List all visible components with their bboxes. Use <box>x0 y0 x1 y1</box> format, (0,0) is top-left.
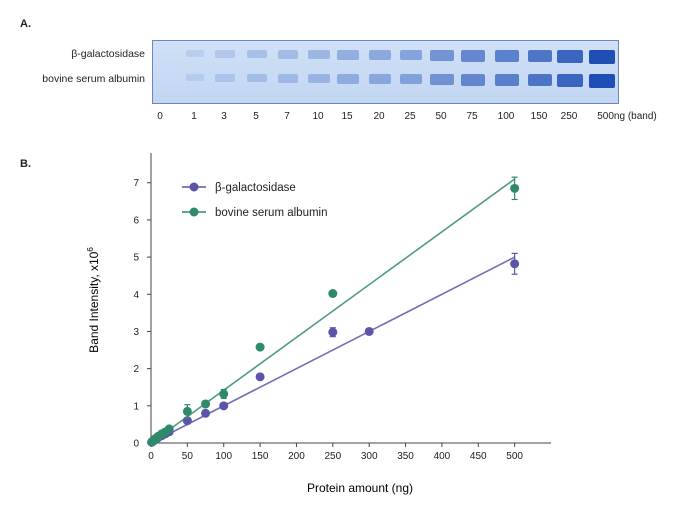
gel-band <box>308 74 330 84</box>
gel-band <box>337 50 359 60</box>
gel-band <box>589 50 615 64</box>
gel-band <box>215 50 235 58</box>
data-point <box>364 326 374 336</box>
gel-lane-label: 15 <box>341 111 353 122</box>
data-point <box>510 183 520 193</box>
gel-band <box>246 74 268 83</box>
gel-lane-label: 500ng (band) <box>597 111 657 122</box>
data-point <box>328 289 338 299</box>
data-point <box>201 408 211 418</box>
gel-band <box>527 50 553 63</box>
gel-band <box>246 50 268 59</box>
data-point <box>164 424 174 434</box>
panel-a-label: A. <box>20 18 31 30</box>
gel-band <box>337 74 359 84</box>
gel-band <box>495 50 519 62</box>
gel-band <box>369 50 391 60</box>
data-point <box>219 401 229 411</box>
data-point <box>255 372 265 382</box>
x-tick-label: 500 <box>506 451 523 462</box>
y-axis-label-exponent: 6 <box>86 247 95 252</box>
gel-lane-label: 75 <box>466 111 478 122</box>
gel-band <box>430 74 454 86</box>
gel-band <box>215 74 235 82</box>
data-point <box>510 259 520 269</box>
gel-lane-label: 50 <box>435 111 447 122</box>
gel-row-label-beta-galactosidase: β-galactosidase <box>71 48 145 60</box>
fit-line <box>150 256 516 444</box>
gel-band <box>369 74 391 84</box>
y-axis-label-text: Band Intensity, x10 <box>87 251 101 353</box>
y-tick-label: 5 <box>133 253 139 264</box>
data-points <box>147 176 520 447</box>
y-tick-label: 3 <box>133 327 139 338</box>
x-tick-label: 50 <box>182 451 194 462</box>
gel-band <box>185 50 205 57</box>
data-point <box>182 406 192 416</box>
gel-lane-label: 150 <box>530 111 548 122</box>
gel-row-label-bsa: bovine serum albumin <box>42 73 145 85</box>
fit-lines <box>150 178 516 444</box>
x-axis-label: Protein amount (ng) <box>307 481 413 495</box>
gel-lane-label: 20 <box>373 111 385 122</box>
gel-band <box>399 50 423 61</box>
gel-lane-label: 5 <box>253 111 259 122</box>
gel-lane-label: 1 <box>191 111 197 122</box>
x-tick-label: 450 <box>470 451 487 462</box>
x-tick-label: 0 <box>148 451 154 462</box>
gel-band <box>308 50 330 60</box>
legend-marker <box>189 207 199 217</box>
y-tick-label: 7 <box>133 178 139 189</box>
data-point <box>328 327 338 337</box>
legend-label: β-galactosidase <box>215 182 296 194</box>
data-point <box>219 389 229 399</box>
legend-label: bovine serum albumin <box>215 207 328 219</box>
gel-band <box>589 74 615 88</box>
x-tick-label: 150 <box>252 451 269 462</box>
gel-band <box>277 74 299 83</box>
gel-band <box>277 50 299 59</box>
data-point <box>255 342 265 352</box>
y-tick-label: 1 <box>133 401 139 412</box>
gel-band <box>399 74 423 85</box>
gel-lane-label: 10 <box>312 111 324 122</box>
gel-band <box>461 74 485 86</box>
x-tick-label: 300 <box>361 451 378 462</box>
gel-image <box>152 40 619 104</box>
gel-lane-label: 0 <box>157 111 163 122</box>
gel-band <box>495 74 519 86</box>
y-tick-label: 2 <box>133 364 139 375</box>
gel-lane-label: 7 <box>284 111 290 122</box>
x-tick-label: 200 <box>288 451 305 462</box>
x-tick-label: 250 <box>324 451 341 462</box>
x-tick-label: 350 <box>397 451 414 462</box>
data-point <box>201 399 211 409</box>
y-axis-label: Band Intensity, x106 <box>86 247 101 353</box>
gel-lane-label: 25 <box>404 111 416 122</box>
x-tick-label: 400 <box>434 451 451 462</box>
chart-legend: β-galactosidase bovine serum albumin <box>182 182 328 219</box>
chart-axes: 0 50 100 150 200 250 300 350 400 450 500 0 1 2 3 4 5 6 7 <box>133 153 551 462</box>
gel-band <box>527 74 553 87</box>
gel-lane-label: 100 <box>497 111 515 122</box>
gel-band <box>557 74 583 88</box>
y-tick-label: 6 <box>133 215 139 226</box>
y-tick-label: 0 <box>133 439 139 450</box>
fit-line <box>150 178 516 444</box>
gel-lane-label: 3 <box>221 111 227 122</box>
x-tick-label: 100 <box>215 451 232 462</box>
gel-lane-label: 250 <box>560 111 578 122</box>
gel-band <box>557 50 583 64</box>
panel-b-label: B. <box>20 158 31 170</box>
gel-band <box>185 74 205 81</box>
gel-band <box>430 50 454 62</box>
legend-marker <box>189 182 199 192</box>
gel-band <box>461 50 485 62</box>
y-tick-label: 4 <box>133 290 139 301</box>
